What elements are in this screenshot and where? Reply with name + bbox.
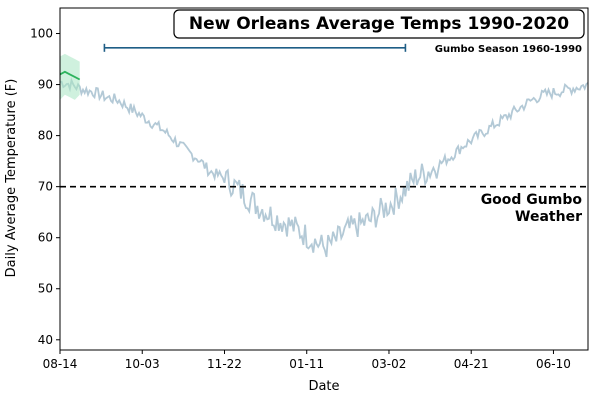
x-tick-label: 03-02 bbox=[372, 357, 407, 371]
y-axis-label: Daily Average Temperature (F) bbox=[4, 79, 19, 278]
y-tick-label: 90 bbox=[38, 78, 53, 92]
gumbo-season-label: Gumbo Season 1960-1990 bbox=[435, 44, 582, 55]
y-tick-label: 100 bbox=[30, 27, 53, 41]
highlight-line bbox=[59, 70, 81, 81]
plot-area bbox=[60, 8, 588, 350]
y-tick-label: 50 bbox=[38, 282, 53, 296]
x-tick-label: 11-22 bbox=[207, 357, 242, 371]
x-axis-label: Date bbox=[308, 379, 339, 394]
series-line bbox=[59, 77, 589, 258]
title-box bbox=[173, 9, 585, 39]
axes: 40 50 60 70 80 90 100 08-14 10-03 11-22 01-11 03-02… bbox=[30, 7, 589, 371]
chart-marks bbox=[59, 43, 589, 258]
plot-background bbox=[60, 8, 588, 350]
chart-title: New Orleans Average Temps 1990-2020 bbox=[189, 14, 569, 34]
y-tick-label: 80 bbox=[38, 129, 53, 143]
y-tick-label: 40 bbox=[38, 333, 53, 347]
x-tick-label: 04-21 bbox=[454, 357, 489, 371]
x-tick-label: 06-10 bbox=[536, 357, 571, 371]
plot-frame bbox=[59, 7, 589, 351]
good-gumbo-label-line-1: Good Gumbo bbox=[481, 192, 583, 208]
y-tick-label: 60 bbox=[38, 231, 53, 245]
x-tick-label: 08-14 bbox=[43, 357, 78, 371]
highlight-band bbox=[60, 53, 80, 100]
x-tick-label: 01-11 bbox=[289, 357, 324, 371]
y-tick-label: 70 bbox=[38, 180, 53, 194]
x-tick-label: 10-03 bbox=[125, 357, 160, 371]
good-gumbo-label-line-2: Weather bbox=[515, 209, 582, 225]
